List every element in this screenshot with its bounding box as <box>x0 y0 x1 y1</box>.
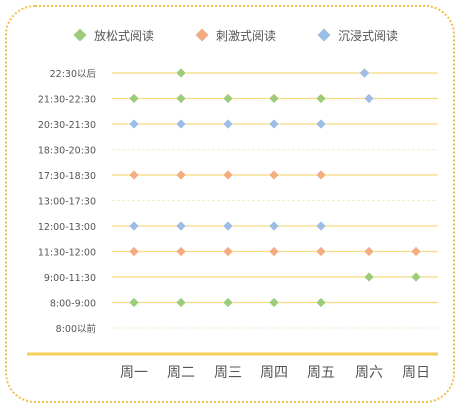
data-point <box>316 170 326 180</box>
x-tick-label: 周五 <box>307 365 335 381</box>
data-point <box>129 170 139 180</box>
y-tick-label: 9:00-11:30 <box>44 273 96 284</box>
legend-label: 刺激式阅读 <box>216 29 276 43</box>
chart-frame <box>5 5 455 403</box>
y-tick-label: 18:30-20:30 <box>38 146 96 157</box>
data-point <box>364 246 374 257</box>
legend-label: 放松式阅读 <box>94 28 154 43</box>
data-point <box>269 297 279 308</box>
chart-legend: 放松式阅读 刺激式阅读 沉浸式阅读 <box>73 28 398 43</box>
legend-marker <box>317 28 331 42</box>
data-point <box>269 119 279 129</box>
data-point <box>129 297 139 308</box>
data-point <box>176 221 186 231</box>
data-point <box>129 246 139 257</box>
y-tick-label: 22:30以后 <box>50 69 97 80</box>
data-point <box>176 93 186 104</box>
gridlines <box>27 72 438 356</box>
data-point <box>316 119 326 129</box>
data-point <box>176 297 186 308</box>
data-point <box>411 272 421 282</box>
data-point <box>364 93 374 104</box>
y-axis-labels: 8:00以前 8:00-9:00 9:00-11:30 11:30-12:00 12:0… <box>38 69 97 335</box>
data-point <box>223 246 233 257</box>
legend-marker <box>195 28 209 42</box>
y-tick-label: 20:30-21:30 <box>38 120 96 131</box>
data-point <box>269 246 279 257</box>
data-point <box>223 221 233 231</box>
data-point <box>176 170 186 180</box>
y-tick-label: 13:00-17:30 <box>38 197 96 208</box>
x-tick-label: 周一 <box>120 365 148 381</box>
data-point <box>223 93 233 104</box>
x-tick-label: 周三 <box>214 365 242 381</box>
data-point <box>359 68 370 78</box>
data-point <box>411 246 421 257</box>
x-tick-label: 周六 <box>355 365 383 381</box>
data-point <box>364 272 374 282</box>
y-tick-label: 21:30-22:30 <box>38 95 96 106</box>
data-point <box>223 119 233 129</box>
data-point <box>269 170 279 180</box>
data-point <box>129 119 139 129</box>
y-tick-label: 8:00-9:00 <box>50 299 96 310</box>
y-tick-label: 8:00以前 <box>56 323 96 335</box>
x-axis-labels: 周一 周二 周三 周四 周五 周六 周日 <box>120 365 430 381</box>
data-point <box>269 93 279 104</box>
data-point <box>316 221 326 231</box>
legend-marker <box>73 28 87 42</box>
data-point <box>269 221 279 231</box>
data-point <box>176 246 186 257</box>
data-points <box>129 68 421 308</box>
y-tick-label: 12:00-13:00 <box>38 222 96 233</box>
x-tick-label: 周日 <box>402 365 430 381</box>
legend-label: 沉浸式阅读 <box>338 29 398 43</box>
y-tick-label: 17:30-18:30 <box>38 171 96 182</box>
x-tick-label: 周二 <box>167 365 195 381</box>
y-tick-label: 11:30-12:00 <box>38 248 96 259</box>
data-point <box>176 119 186 129</box>
data-point <box>223 297 233 308</box>
x-tick-label: 周四 <box>260 365 288 381</box>
data-point <box>129 221 139 231</box>
data-point <box>176 68 186 78</box>
data-point <box>316 246 326 257</box>
data-point <box>316 93 326 104</box>
data-point <box>129 93 139 104</box>
data-point <box>223 170 233 180</box>
data-point <box>316 297 326 308</box>
